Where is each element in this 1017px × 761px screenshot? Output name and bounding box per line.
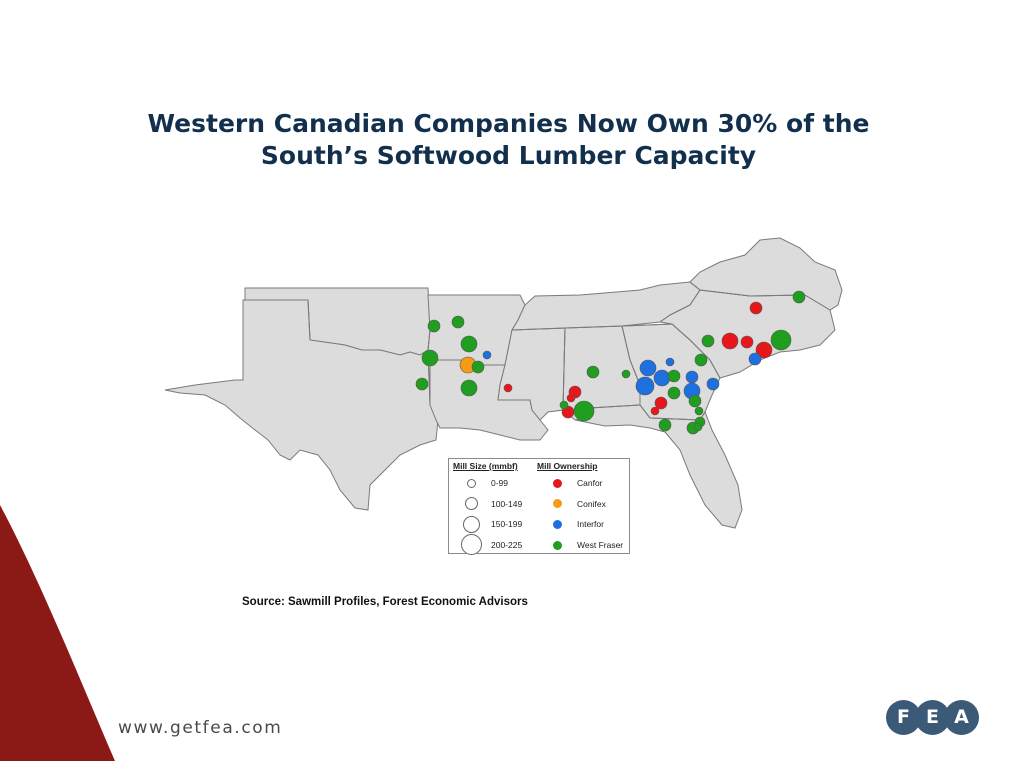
mill-marker xyxy=(694,353,708,367)
mill-marker xyxy=(667,369,681,383)
website-link[interactable]: www.getfea.com xyxy=(118,718,283,738)
legend-owner-label-canfor: Canfor xyxy=(577,478,603,488)
mill-markers xyxy=(415,290,806,435)
mill-marker xyxy=(460,379,478,397)
fea-logo: F E A xyxy=(886,700,980,736)
legend-size-header: Mill Size (mmbf) xyxy=(453,461,518,471)
mill-marker xyxy=(573,400,595,422)
mill-marker xyxy=(482,350,492,360)
source-note: Source: Sawmill Profiles, Forest Economi… xyxy=(242,596,528,608)
region-texas xyxy=(164,299,439,511)
mill-marker xyxy=(421,349,439,367)
mill-marker xyxy=(639,359,657,377)
legend-owner-dot-canfor xyxy=(553,479,562,488)
legend-owner-label-conifex: Conifex xyxy=(577,499,606,509)
mill-marker xyxy=(748,352,762,366)
mill-marker xyxy=(621,369,631,379)
legend-size-label-0: 0-99 xyxy=(491,478,509,488)
mill-marker xyxy=(559,400,569,410)
map-legend: Mill Size (mmbf) Mill Ownership 0-99 100… xyxy=(448,458,630,555)
accent-swoosh xyxy=(0,505,115,761)
mill-marker xyxy=(653,369,671,387)
mill-marker xyxy=(749,301,763,315)
legend-owner-dot-conifex xyxy=(553,499,562,508)
slide-title-line-2: South’s Softwood Lumber Capacity xyxy=(260,141,757,170)
mill-marker xyxy=(586,365,600,379)
legend-size-label-3: 200-225 xyxy=(491,540,523,550)
mill-marker xyxy=(654,396,668,410)
legend-ownership-header: Mill Ownership xyxy=(537,461,598,471)
mill-marker xyxy=(665,357,675,367)
legend-size-label-2: 150-199 xyxy=(491,519,523,529)
mill-marker xyxy=(650,406,660,416)
legend-size-circle-2 xyxy=(463,516,480,533)
mill-marker xyxy=(566,393,576,403)
mill-marker xyxy=(460,335,478,353)
legend-owner-label-interfor: Interfor xyxy=(577,519,604,529)
mill-marker xyxy=(701,334,715,348)
mill-marker xyxy=(755,341,773,359)
mill-marker xyxy=(693,422,703,432)
slide-title-line-1: Western Canadian Companies Now Own 30% o… xyxy=(147,109,870,138)
mill-marker xyxy=(503,383,513,393)
mill-marker xyxy=(427,319,441,333)
slide-title: Western Canadian Companies Now Own 30% o… xyxy=(0,108,1017,172)
logo-letter-e: E xyxy=(915,700,950,735)
mill-marker xyxy=(706,377,720,391)
legend-owner-label-west-fraser: West Fraser xyxy=(577,540,624,550)
mill-marker xyxy=(721,332,739,350)
mill-marker xyxy=(415,377,429,391)
legend-owner-dot-west-fraser xyxy=(553,541,562,550)
mill-marker xyxy=(694,406,704,416)
mill-marker xyxy=(740,335,754,349)
mill-marker xyxy=(658,418,672,432)
legend-size-circle-0 xyxy=(467,479,476,488)
legend-size-circle-3 xyxy=(461,534,482,555)
mill-marker xyxy=(451,315,465,329)
legend-size-circle-1 xyxy=(465,497,478,510)
mill-marker xyxy=(688,394,702,408)
mill-marker xyxy=(667,386,681,400)
logo-letter-a: A xyxy=(944,700,979,735)
mill-marker xyxy=(685,370,699,384)
mill-marker xyxy=(635,376,655,396)
mill-marker xyxy=(770,329,792,351)
legend-size-label-1: 100-149 xyxy=(491,499,523,509)
legend-owner-dot-interfor xyxy=(553,520,562,529)
mill-marker xyxy=(792,290,806,304)
mill-marker xyxy=(471,360,485,374)
